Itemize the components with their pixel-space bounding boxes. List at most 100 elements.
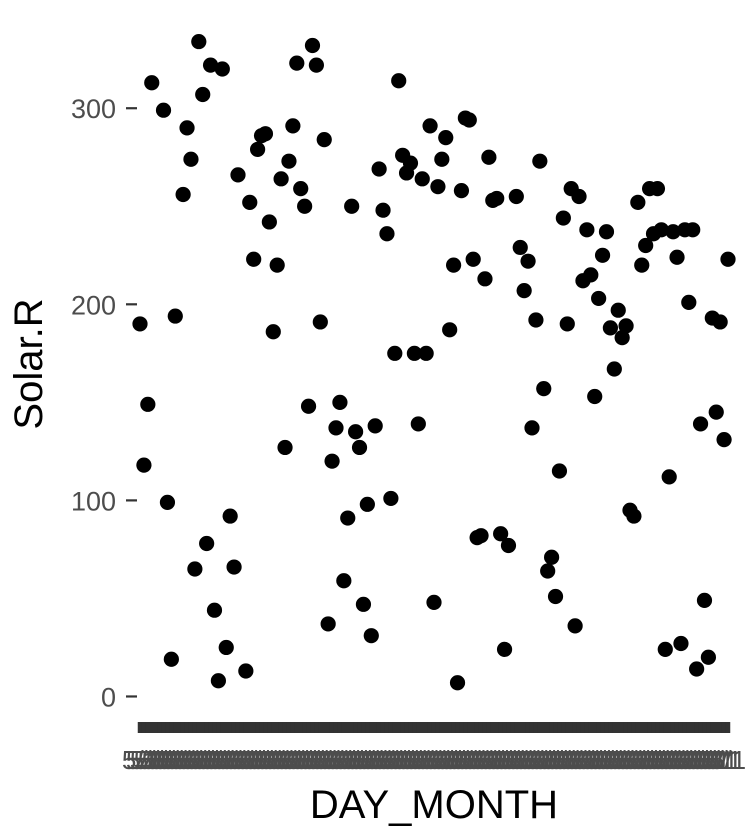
- data-point: [367, 418, 383, 434]
- data-point: [453, 182, 470, 199]
- data-point: [524, 420, 540, 436]
- data-point: [250, 141, 266, 158]
- data-point: [344, 198, 360, 214]
- x-tick-label: 5/1: [200, 745, 236, 775]
- data-point: [375, 202, 391, 218]
- data-point: [438, 130, 454, 146]
- x-tick-label: 5/1: [573, 745, 609, 775]
- x-axis-title: DAY_MONTH: [310, 783, 558, 827]
- x-tick-label: 5/1: [459, 745, 495, 775]
- data-point: [653, 222, 669, 238]
- data-point: [461, 112, 477, 128]
- x-tick-label: 5/1: [553, 745, 589, 775]
- data-point: [265, 324, 281, 340]
- x-tick-label: 5/1: [177, 745, 213, 775]
- data-point: [351, 439, 368, 456]
- x-tick-label: 5/1: [204, 745, 240, 775]
- x-tick-label: 5/1: [338, 745, 374, 775]
- x-tick-label: 5/1: [710, 745, 746, 775]
- x-tick-label: 5/1: [279, 745, 315, 775]
- data-point: [379, 226, 395, 242]
- x-tick-label: 5/1: [612, 745, 648, 775]
- x-tick-label: 5/1: [408, 745, 444, 775]
- data-point: [426, 594, 442, 610]
- x-tick-label: 5/1: [259, 745, 295, 775]
- x-tick-label: 5/1: [490, 745, 526, 775]
- data-point: [418, 345, 434, 361]
- data-point: [598, 224, 615, 240]
- x-tick-label: 5/1: [475, 745, 511, 775]
- x-axis-tick-labels: 5/15/15/15/15/15/15/15/15/15/15/15/15/15…: [122, 745, 746, 775]
- data-point: [583, 267, 599, 283]
- data-point: [547, 588, 564, 605]
- x-tick-label: 5/1: [557, 745, 593, 775]
- data-point: [606, 361, 622, 377]
- data-point: [273, 171, 289, 187]
- x-tick-label: 5/1: [420, 745, 456, 775]
- x-tick-label: 5/1: [228, 745, 264, 775]
- data-point: [402, 155, 419, 171]
- data-point: [536, 381, 552, 397]
- x-tick-label: 5/1: [349, 745, 385, 775]
- data-point: [406, 345, 422, 361]
- x-tick-label: 5/1: [522, 745, 558, 775]
- x-tick-label: 5/1: [334, 745, 370, 775]
- data-point: [493, 526, 509, 542]
- x-axis-ticks: [137, 722, 731, 733]
- x-tick-label: 5/1: [192, 745, 228, 775]
- x-tick-label: 5/1: [647, 745, 683, 775]
- x-tick-label: 5/1: [537, 745, 573, 775]
- x-tick-label: 5/1: [185, 745, 221, 775]
- x-tick-label: 5/1: [169, 745, 205, 775]
- data-point: [391, 73, 407, 89]
- x-tick-label: 5/1: [377, 745, 413, 775]
- data-point: [218, 639, 234, 656]
- data-point: [579, 222, 595, 238]
- x-tick-label: 5/1: [353, 745, 389, 775]
- data-point: [132, 316, 148, 332]
- x-tick-label: 5/1: [126, 745, 162, 775]
- data-point: [712, 314, 728, 330]
- data-point: [520, 253, 536, 269]
- x-tick-label: 5/1: [208, 745, 244, 775]
- x-tick-label: 5/1: [216, 745, 252, 775]
- x-tick-label: 5/1: [236, 745, 272, 775]
- data-points: [132, 33, 736, 691]
- x-tick-label: 5/1: [412, 745, 448, 775]
- data-point: [626, 508, 642, 524]
- x-tick-label: 5/1: [220, 745, 256, 775]
- x-tick-label: 5/1: [655, 745, 691, 775]
- x-tick-label: 5/1: [632, 745, 668, 775]
- data-point: [571, 188, 587, 205]
- x-tick-label: 5/1: [134, 745, 170, 775]
- data-point: [246, 251, 262, 267]
- data-point: [355, 596, 372, 612]
- x-tick-label: 5/1: [443, 745, 479, 775]
- x-tick-label: 5/1: [294, 745, 330, 775]
- data-point: [512, 239, 528, 256]
- x-tick-label: 5/1: [400, 745, 436, 775]
- data-point: [281, 153, 297, 169]
- x-tick-label: 5/1: [643, 745, 679, 775]
- x-tick-label: 5/1: [545, 745, 581, 775]
- x-tick-label: 5/1: [153, 745, 189, 775]
- x-tick-label: 5/1: [702, 745, 738, 775]
- x-tick-label: 5/1: [267, 745, 303, 775]
- y-tick-label: 0: [101, 682, 116, 712]
- data-point: [496, 641, 513, 658]
- x-tick-label: 5/1: [530, 745, 566, 775]
- x-tick-label: 5/1: [608, 745, 644, 775]
- x-tick-label: 5/1: [271, 745, 307, 775]
- data-point: [140, 396, 156, 412]
- data-point: [308, 57, 324, 73]
- data-point: [446, 257, 462, 273]
- data-point: [681, 294, 697, 310]
- data-point: [669, 249, 685, 265]
- data-point: [614, 330, 630, 346]
- x-tick-label: 5/1: [357, 745, 393, 775]
- x-tick-label: 5/1: [298, 745, 334, 775]
- data-point: [222, 508, 238, 524]
- x-tick-label: 5/1: [263, 745, 299, 775]
- data-point: [473, 528, 489, 544]
